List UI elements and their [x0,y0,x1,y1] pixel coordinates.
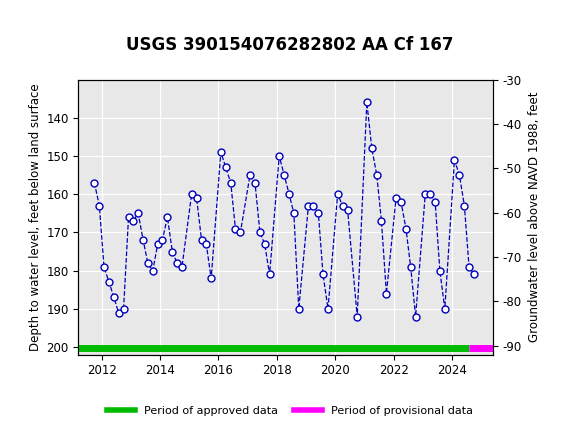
Text: ≡USGS: ≡USGS [9,12,68,28]
Y-axis label: Depth to water level, feet below land surface: Depth to water level, feet below land su… [29,83,42,351]
Y-axis label: Groundwater level above NAVD 1988, feet: Groundwater level above NAVD 1988, feet [528,92,541,342]
Legend: Period of approved data, Period of provisional data: Period of approved data, Period of provi… [103,401,477,420]
Text: USGS 390154076282802 AA Cf 167: USGS 390154076282802 AA Cf 167 [126,36,454,54]
